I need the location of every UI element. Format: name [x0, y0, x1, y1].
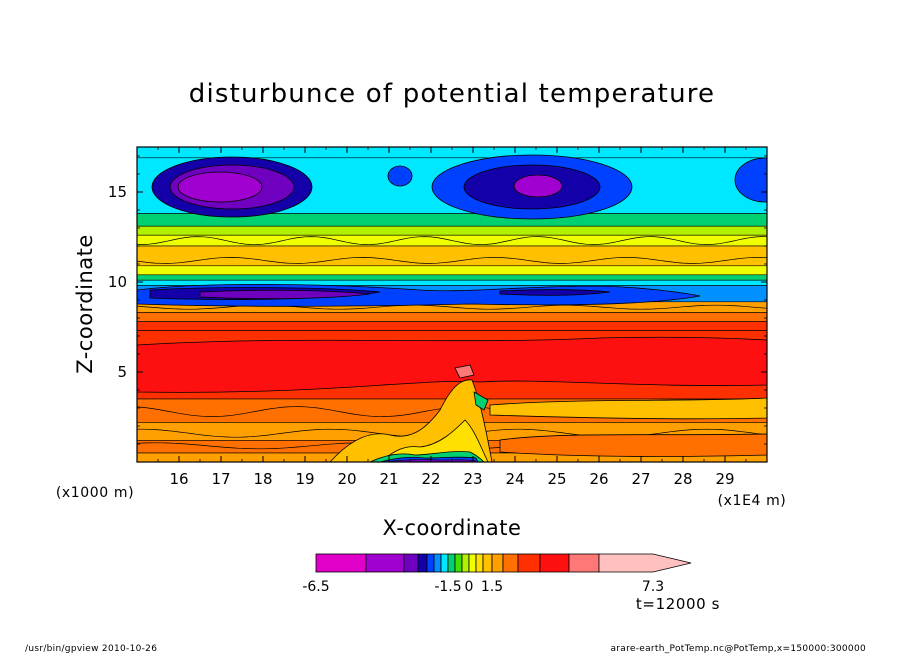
contour-line [137, 236, 767, 245]
contour-features [137, 154, 767, 462]
contour-line [137, 257, 767, 264]
x-tick-label: 25 [547, 470, 566, 488]
x-tick-label: 23 [463, 470, 482, 488]
colorbar-swatch [517, 553, 541, 573]
colorbar-swatch [403, 553, 419, 573]
colorbar-swatch [475, 553, 484, 573]
y-tick-label: 15 [108, 183, 127, 201]
y-axis-ticks: 5 10 15 [108, 155, 767, 445]
colorbar-swatch [426, 553, 435, 573]
colorbar [315, 553, 692, 573]
colorbar-swatch [491, 553, 504, 573]
x-tick-label: 28 [673, 470, 692, 488]
colorbar-tick-label: 0 [465, 579, 474, 595]
colorbar-swatch [315, 553, 367, 573]
x-tick-label: 21 [379, 470, 398, 488]
contour-band [137, 274, 767, 281]
x-tick-label: 26 [589, 470, 608, 488]
x-axis-unit-label: (x1E4 m) [718, 493, 787, 509]
x-tick-label: 29 [715, 470, 734, 488]
contour-plot-area [137, 147, 767, 462]
colorbar-swatch [482, 553, 493, 573]
contour-band [137, 265, 767, 276]
upper-cold-cell-edge [734, 157, 767, 203]
plume-pink-patch [454, 364, 475, 379]
x-tick-label: 17 [211, 470, 230, 488]
colorbar-swatch [502, 553, 519, 573]
x-tick-label: 20 [337, 470, 356, 488]
x-tick-label: 24 [505, 470, 524, 488]
time-label: t=12000 s [636, 595, 720, 613]
plume-green-patch [473, 391, 489, 411]
chart-title: disturbunce of potential temperature [189, 79, 716, 109]
colorbar-tick-label: 7.3 [642, 579, 664, 595]
x-tick-label: 27 [631, 470, 650, 488]
colorbar-swatch [365, 553, 405, 573]
colorbar-swatch [461, 553, 470, 573]
colorbar-swatch [433, 553, 442, 573]
lower-right-yellow-streak [489, 397, 767, 420]
y-tick-label: 10 [108, 273, 127, 291]
upper-cold-cell-right-core [513, 174, 563, 198]
tropopause-cold-strip-core [199, 289, 371, 300]
x-tick-label: 19 [295, 470, 314, 488]
footer-right: arare-earth_PotTemp.nc@PotTemp,x=150000:… [610, 644, 866, 654]
colorbar-swatch [454, 553, 463, 573]
x-tick-label: 18 [253, 470, 272, 488]
contour-band [137, 312, 767, 322]
colorbar-tick-labels: -6.5 -1.5 0 1.5 7.3 [302, 579, 664, 595]
colorbar-swatch [468, 553, 477, 573]
colorbar-swatch [447, 553, 456, 573]
upper-cold-cell-small [387, 165, 413, 187]
x-tick-label: 22 [421, 470, 440, 488]
x-axis-label: X-coordinate [383, 516, 522, 540]
upper-cold-cell-left-core [177, 171, 263, 203]
colorbar-tick-label: -6.5 [302, 579, 329, 595]
y-axis-label: Z-coordinate [73, 234, 97, 374]
colorbar-tick-label: -1.5 [434, 579, 461, 595]
y-tick-label: 5 [117, 363, 127, 381]
contour-band [137, 225, 767, 236]
colorbar-swatch [417, 553, 428, 573]
tropopause-cold-strip-right [499, 289, 611, 296]
contour-band [137, 321, 767, 331]
contour-band [137, 245, 767, 267]
colorbar-swatch [539, 553, 570, 573]
colorbar-swatch-extend [598, 553, 692, 573]
colorbar-tick-label: 1.5 [481, 579, 503, 595]
x-axis-ticks: 16 17 18 19 20 21 22 23 24 25 26 27 28 29 [157, 147, 747, 488]
colorbar-swatch [440, 553, 449, 573]
colorbar-swatch [568, 553, 600, 573]
footer-left: /usr/bin/gpview 2010-10-26 [25, 644, 157, 654]
y-axis-unit-label: (x1000 m) [56, 485, 134, 501]
lower-right-warm-streak [499, 433, 767, 457]
x-tick-label: 16 [169, 470, 188, 488]
